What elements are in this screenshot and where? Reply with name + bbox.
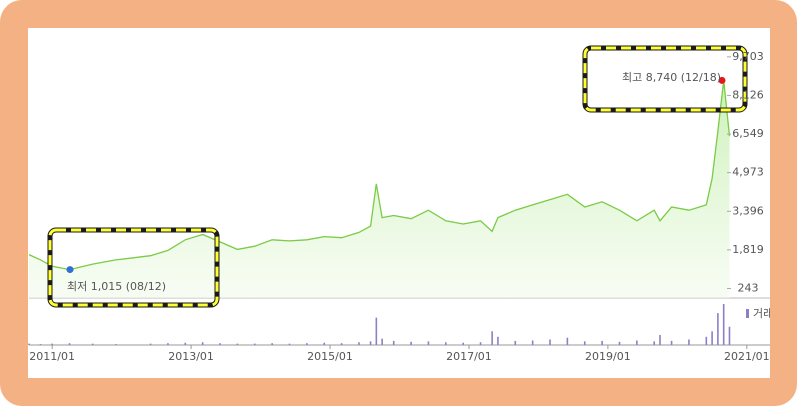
y-tick-label: 9,703 — [732, 50, 764, 63]
volume-bar — [549, 339, 551, 345]
volume-bar — [717, 313, 719, 345]
high-marker — [718, 76, 726, 84]
volume-bar — [445, 342, 447, 345]
plot: 거래 — [28, 80, 773, 345]
volume-bar — [670, 340, 673, 345]
volume-bar — [583, 341, 586, 345]
volume-bar — [728, 326, 731, 345]
highlight-box — [583, 46, 747, 112]
high-label: 최고 8,740 (12/18) — [622, 71, 721, 84]
x-tick-label: 2017/01 — [446, 350, 492, 363]
volume-bar — [427, 341, 430, 345]
highlight-box — [48, 228, 219, 307]
y-tick-label: 8,126 — [732, 88, 764, 101]
x-tick-label: 2019/01 — [585, 350, 631, 363]
x-tick-label: 2011/01 — [29, 350, 75, 363]
volume-legend: 거래 — [753, 307, 773, 320]
volume-bar — [323, 342, 326, 345]
volume-bar — [219, 343, 221, 345]
volume-bar — [381, 338, 383, 345]
y-tick-label: 4,973 — [732, 166, 764, 179]
volume-bar — [688, 339, 690, 345]
volume-bar — [149, 343, 152, 345]
volume-bar — [392, 340, 395, 345]
volume-bar — [167, 343, 169, 345]
volume-bar — [236, 343, 239, 345]
volume-bar — [711, 331, 713, 345]
volume-bar — [115, 344, 117, 345]
volume-bar — [201, 342, 204, 345]
volume-bar — [375, 317, 378, 345]
x-tick-label: 2015/01 — [307, 350, 353, 363]
volume-bar — [184, 342, 187, 345]
price-area — [29, 80, 730, 299]
volume-bar — [340, 343, 343, 345]
volume-legend-swatch — [746, 309, 749, 318]
volume-bar — [369, 341, 372, 345]
volume-bar — [306, 343, 308, 345]
volume-bar — [271, 343, 273, 345]
volume-bar — [531, 340, 534, 345]
price-line — [28, 80, 731, 271]
volume-bar — [653, 341, 656, 345]
panel — [28, 28, 770, 378]
volume-bar — [491, 331, 493, 345]
y-tick-label: 3,396 — [732, 204, 764, 217]
y-tick-label: 243 — [738, 281, 759, 294]
volume-bar — [514, 340, 517, 345]
volume-bar — [479, 342, 482, 345]
volume-bar — [497, 336, 499, 345]
volume-bar — [358, 342, 360, 345]
volume-bar — [68, 343, 71, 345]
volume-bar — [410, 341, 412, 345]
y-tick-label: 1,819 — [732, 243, 764, 256]
volume-bar — [566, 337, 569, 345]
volume-bar — [253, 343, 256, 345]
x-tick-label: 2013/01 — [168, 350, 214, 363]
volume-bar — [39, 344, 42, 345]
volume-bar — [28, 343, 30, 345]
volume-bar — [705, 336, 708, 345]
low-marker — [66, 266, 74, 274]
x-tick-label: 2021/01 — [724, 350, 770, 363]
volume-bar — [722, 304, 725, 345]
low-label: 최저 1,015 (08/12) — [67, 280, 166, 293]
y-tick-label: 6,549 — [732, 127, 764, 140]
volume-bar — [659, 334, 661, 345]
volume-bar — [462, 342, 464, 345]
volume-bar — [288, 343, 291, 345]
volume-bar — [618, 341, 621, 345]
volume-bar — [91, 343, 94, 345]
volume-bar — [601, 340, 603, 345]
volume-bar — [51, 343, 53, 345]
volume-bar — [636, 340, 638, 345]
